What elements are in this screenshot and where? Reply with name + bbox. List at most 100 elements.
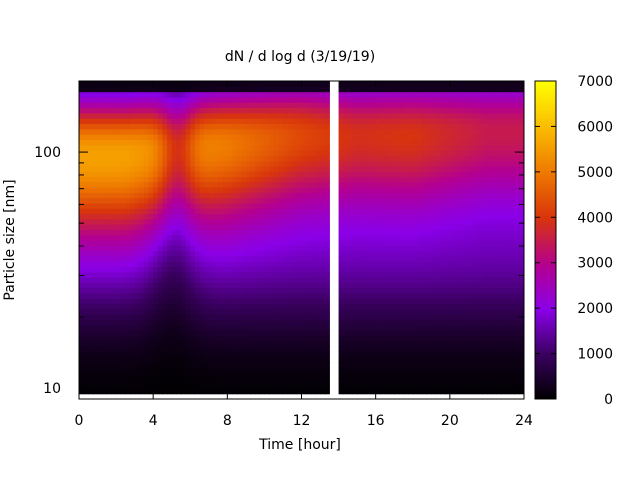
heatmap-cell xyxy=(190,255,196,262)
heatmap-cell xyxy=(440,298,446,305)
heatmap-cell xyxy=(218,165,224,172)
heatmap-cell xyxy=(111,330,117,336)
heatmap-cell xyxy=(102,271,108,278)
heatmap-cell xyxy=(426,351,432,358)
heatmap-cell xyxy=(148,377,154,384)
heatmap-cell xyxy=(190,303,196,310)
heatmap-cell xyxy=(190,340,196,347)
heatmap-cell xyxy=(259,245,266,252)
heatmap-cell xyxy=(176,330,182,336)
heatmap-cell xyxy=(139,118,145,124)
heatmap-cell xyxy=(315,303,321,310)
heatmap-cell xyxy=(408,298,414,305)
heatmap-cell xyxy=(454,81,460,87)
heatmap-cell xyxy=(139,303,145,310)
heatmap-cell xyxy=(445,377,451,384)
heatmap-cell xyxy=(218,91,224,98)
heatmap-cell xyxy=(111,287,117,294)
heatmap-cell xyxy=(255,208,261,215)
heatmap-cell xyxy=(208,102,215,109)
heatmap-cell xyxy=(157,372,164,379)
heatmap-cell xyxy=(449,383,456,389)
heatmap-cell xyxy=(431,234,437,241)
heatmap-cell xyxy=(338,287,344,294)
heatmap-cell xyxy=(190,319,196,326)
heatmap-cell xyxy=(236,192,242,199)
heatmap-cell xyxy=(273,340,279,347)
heatmap-cell xyxy=(278,171,284,177)
heatmap-cell xyxy=(384,128,391,135)
heatmap-cell xyxy=(440,128,446,135)
heatmap-cell xyxy=(134,234,140,241)
heatmap-cell xyxy=(231,128,238,135)
heatmap-cell xyxy=(208,165,215,172)
heatmap-cell xyxy=(167,388,173,395)
heatmap-cell xyxy=(171,367,177,374)
heatmap-cell xyxy=(102,255,108,262)
heatmap-cell xyxy=(222,314,228,321)
heatmap-cell xyxy=(384,240,391,246)
heatmap-cell xyxy=(389,192,395,199)
heatmap-cell xyxy=(213,298,219,305)
heatmap-cell xyxy=(292,250,298,257)
heatmap-cell xyxy=(129,330,136,336)
heatmap-cell xyxy=(431,160,437,167)
heatmap-cell xyxy=(162,282,168,289)
heatmap-cell xyxy=(167,144,173,151)
heatmap-cell xyxy=(449,155,456,162)
heatmap-cell xyxy=(315,165,321,172)
heatmap-cell xyxy=(273,245,279,252)
heatmap-cell xyxy=(157,91,164,98)
heatmap-cell xyxy=(264,102,270,109)
heatmap-cell xyxy=(269,356,275,363)
heatmap-cell xyxy=(431,245,437,252)
heatmap-cell xyxy=(227,255,233,262)
heatmap-cell xyxy=(153,335,159,342)
heatmap-cell xyxy=(384,197,391,204)
heatmap-cell xyxy=(111,197,117,204)
heatmap-cell xyxy=(310,234,317,241)
heatmap-cell xyxy=(180,149,187,156)
heatmap-cell xyxy=(97,187,103,193)
heatmap-cell xyxy=(468,271,474,278)
heatmap-cell xyxy=(245,383,252,389)
heatmap-cell xyxy=(306,303,312,310)
heatmap-cell xyxy=(473,160,479,167)
heatmap-cell xyxy=(371,155,377,162)
heatmap-cell xyxy=(361,240,367,246)
heatmap-cell xyxy=(352,107,358,114)
heatmap-cell xyxy=(88,303,94,310)
heatmap-cell xyxy=(310,86,317,93)
heatmap-cell xyxy=(204,234,210,241)
heatmap-cell xyxy=(282,192,289,199)
heatmap-cell xyxy=(227,372,233,379)
heatmap-cell xyxy=(204,208,210,215)
heatmap-cell xyxy=(375,176,381,183)
heatmap-cell xyxy=(371,372,377,379)
heatmap-cell xyxy=(296,218,303,225)
heatmap-cell xyxy=(468,197,474,204)
heatmap-cell xyxy=(454,361,460,368)
heatmap-cell xyxy=(422,282,428,289)
heatmap-cell xyxy=(97,102,103,109)
heatmap-cell xyxy=(185,261,191,268)
heatmap-cell xyxy=(449,314,456,321)
heatmap-cell xyxy=(259,255,266,262)
heatmap-cell xyxy=(222,245,228,252)
heatmap-cell xyxy=(176,181,182,188)
heatmap-cell xyxy=(199,372,205,379)
heatmap-cell xyxy=(143,388,150,395)
heatmap-cell xyxy=(357,96,363,103)
heatmap-cell xyxy=(357,330,363,336)
heatmap-cell xyxy=(412,81,418,87)
heatmap-cell xyxy=(125,176,131,183)
heatmap-cell xyxy=(97,330,103,336)
heatmap-cell xyxy=(278,218,284,225)
heatmap-cell xyxy=(417,298,423,305)
heatmap-cell xyxy=(426,367,432,374)
heatmap-cell xyxy=(116,335,122,342)
heatmap-cell xyxy=(222,298,228,305)
heatmap-cell xyxy=(199,134,205,140)
heatmap-cell xyxy=(282,271,289,278)
heatmap-cell xyxy=(245,160,252,167)
